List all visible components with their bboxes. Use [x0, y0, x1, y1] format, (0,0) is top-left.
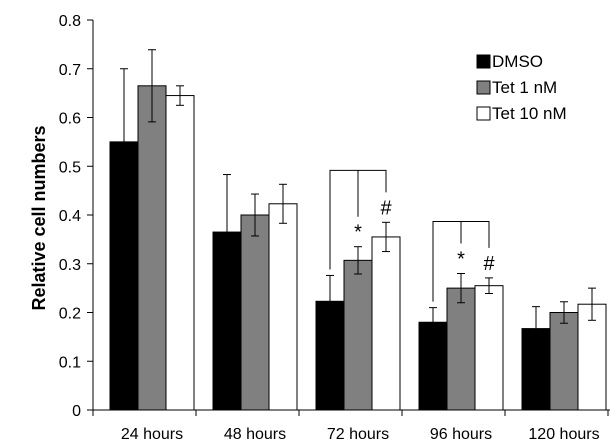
legend-label-dmso: DMSO	[492, 52, 543, 71]
bar-tet-10-nm-96-hours	[474, 285, 504, 411]
significance-marker: *	[354, 222, 362, 244]
bar-tet-1-nm-48-hours	[240, 214, 270, 411]
bar-tet-1-nm-24-hours	[137, 85, 167, 411]
x-tick-label: 96 hours	[430, 426, 492, 443]
y-tick-label: 0.8	[59, 13, 81, 30]
significance-marker: #	[380, 197, 392, 219]
bar-tet-10-nm-24-hours	[165, 95, 195, 411]
significance-marker: #	[483, 253, 495, 275]
plot-area: 0 0.1 0.2 0.3 0.4 0.5 0.6 0.7 0.8 24 hours 48 hour…	[59, 13, 610, 443]
x-tick-label: 48 hours	[224, 426, 286, 443]
legend-swatch-dmso	[476, 54, 491, 69]
legend-label-tet-1-nm: Tet 1 nM	[492, 78, 557, 97]
bar-tet-10-nm-48-hours	[268, 203, 298, 411]
y-tick-label: 0.5	[59, 159, 81, 176]
y-tick-label: 0.2	[59, 306, 81, 323]
legend-swatch-tet-1-nm	[476, 80, 491, 95]
x-tick-label: 24 hours	[121, 426, 183, 443]
y-tick-label: 0.1	[59, 354, 81, 371]
y-tick-label: 0.6	[59, 111, 81, 128]
y-tick-label: 0.3	[59, 257, 81, 274]
x-tick-label: 120 hours	[528, 426, 599, 443]
legend-label-tet-10-nm: Tet 10 nM	[492, 104, 567, 123]
legend-swatch-tet-10-nm	[476, 106, 491, 121]
y-axis-label: Relative cell numbers	[29, 125, 49, 310]
bar-tet-1-nm-96-hours	[446, 287, 476, 411]
bar-tet-10-nm-72-hours	[371, 236, 401, 411]
bar-tet-10-nm-120-hours	[577, 303, 607, 411]
y-tick-label: 0.4	[59, 208, 81, 225]
x-tick-label: 72 hours	[327, 426, 389, 443]
bar-tet-1-nm-120-hours	[549, 312, 579, 411]
significance-marker: *	[457, 249, 465, 271]
y-tick-label: 0	[72, 403, 81, 420]
bar-tet-1-nm-72-hours	[343, 259, 373, 411]
y-tick-label: 0.7	[59, 62, 81, 79]
